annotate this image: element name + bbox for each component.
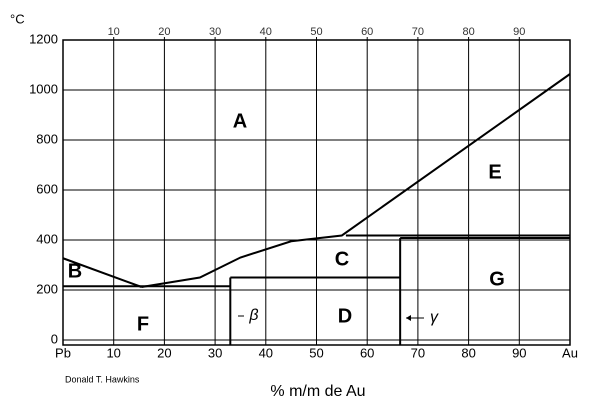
x-tick-label: Au [562, 345, 578, 360]
credit: Donald T. Hawkins [65, 374, 140, 384]
x-tick-label: 90 [512, 345, 526, 360]
region-label: E [488, 161, 501, 183]
x2-tick-label: 30 [209, 26, 221, 38]
x2-tick-label: 10 [108, 26, 120, 38]
y-tick-label: 600 [36, 181, 58, 196]
region-label: G [489, 268, 505, 290]
y-tick-label: 1200 [29, 31, 58, 46]
x-tick-label: 10 [106, 345, 120, 360]
y-unit: °C [10, 11, 25, 26]
gamma-arrowhead [406, 315, 411, 321]
region-label: F [137, 313, 149, 335]
x2-tick-label: 80 [462, 26, 474, 38]
x2-tick-label: 20 [158, 26, 170, 38]
region-label: D [338, 305, 352, 327]
y-tick-label: 0 [51, 331, 58, 346]
x-axis-label: % m/m de Au [270, 383, 365, 400]
region-label: C [335, 248, 349, 270]
x2-tick-label: 40 [260, 26, 272, 38]
y-tick-label: 200 [36, 281, 58, 296]
region-label: B [68, 260, 82, 282]
x-tick-label: 20 [157, 345, 171, 360]
x-tick-label: 40 [259, 345, 273, 360]
x-tick-label: 60 [360, 345, 374, 360]
y-tick-label: 400 [36, 231, 58, 246]
x-tick-label: 70 [411, 345, 425, 360]
x2-tick-label: 90 [513, 26, 525, 38]
phase-boundary [141, 73, 571, 288]
x-tick-label: Pb [55, 345, 71, 360]
y-tick-label: 1000 [29, 81, 58, 96]
region-label: β [248, 307, 258, 324]
x2-tick-label: 70 [412, 26, 424, 38]
phase-boundary [62, 257, 142, 288]
x-tick-label: 80 [461, 345, 475, 360]
y-tick-label: 800 [36, 131, 58, 146]
x2-tick-label: 50 [310, 26, 322, 38]
x2-tick-label: 60 [361, 26, 373, 38]
region-label: γ [430, 309, 439, 326]
x-tick-label: 50 [309, 345, 323, 360]
x-tick-label: 30 [208, 345, 222, 360]
region-label: A [233, 110, 247, 132]
